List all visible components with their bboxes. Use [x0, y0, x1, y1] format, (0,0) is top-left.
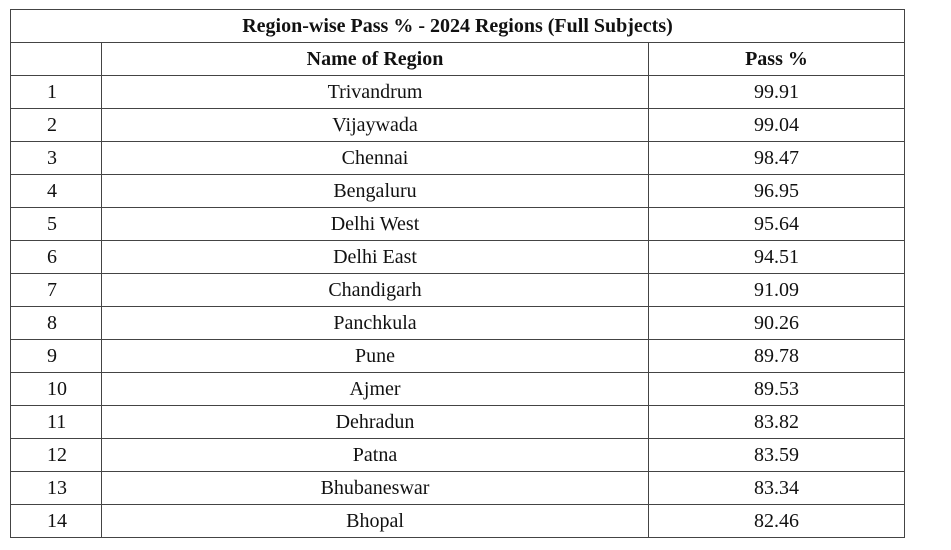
pass-cell: 83.34: [648, 471, 905, 505]
header-cell: [10, 42, 102, 76]
pass-cell: 83.82: [648, 405, 905, 439]
region-cell: Pune: [101, 339, 649, 373]
table-row: 10 Ajmer 89.53: [10, 372, 905, 406]
region-cell: Dehradun: [101, 405, 649, 439]
region-cell: Patna: [101, 438, 649, 472]
table-title: Region-wise Pass % - 2024 Regions (Full …: [10, 9, 905, 43]
pass-cell: 95.64: [648, 207, 905, 241]
table-row: 2 Vijaywada 99.04: [10, 108, 905, 142]
rank-cell: 10: [10, 372, 102, 406]
header-cell: Pass %: [648, 42, 905, 76]
region-cell: Delhi East: [101, 240, 649, 274]
pass-cell: 82.46: [648, 504, 905, 538]
rank-cell: 14: [10, 504, 102, 538]
table-row: 12 Patna 83.59: [10, 438, 905, 472]
table-row: 1 Trivandrum 99.91: [10, 75, 905, 109]
header-cell: Name of Region: [101, 42, 649, 76]
rank-cell: 7: [10, 273, 102, 307]
pass-cell: 91.09: [648, 273, 905, 307]
table-row: 6 Delhi East 94.51: [10, 240, 905, 274]
region-cell: Chandigarh: [101, 273, 649, 307]
region-cell: Trivandrum: [101, 75, 649, 109]
table-row: 8 Panchkula 90.26: [10, 306, 905, 340]
region-cell: Delhi West: [101, 207, 649, 241]
pass-cell: 89.78: [648, 339, 905, 373]
pass-cell: 96.95: [648, 174, 905, 208]
table-row: 11 Dehradun 83.82: [10, 405, 905, 439]
rank-cell: 11: [10, 405, 102, 439]
region-cell: Panchkula: [101, 306, 649, 340]
rank-cell: 5: [10, 207, 102, 241]
table-row: 14 Bhopal 82.46: [10, 504, 905, 538]
region-cell: Bhopal: [101, 504, 649, 538]
table-row: 9 Pune 89.78: [10, 339, 905, 373]
rank-cell: 2: [10, 108, 102, 142]
region-cell: Ajmer: [101, 372, 649, 406]
region-cell: Bengaluru: [101, 174, 649, 208]
pass-cell: 99.04: [648, 108, 905, 142]
pass-cell: 94.51: [648, 240, 905, 274]
rank-cell: 12: [10, 438, 102, 472]
pass-table: Region-wise Pass % - 2024 Regions (Full …: [10, 9, 905, 538]
rank-cell: 9: [10, 339, 102, 373]
pass-cell: 90.26: [648, 306, 905, 340]
table-body: 1 Trivandrum 99.91 2 Vijaywada 99.04 3 Chennai 9…: [10, 75, 905, 538]
table-row: 13 Bhubaneswar 83.34: [10, 471, 905, 505]
rank-cell: 13: [10, 471, 102, 505]
rank-cell: 8: [10, 306, 102, 340]
table-row: 5 Delhi West 95.64: [10, 207, 905, 241]
rank-cell: 1: [10, 75, 102, 109]
region-cell: Chennai: [101, 141, 649, 175]
table-row: 3 Chennai 98.47: [10, 141, 905, 175]
region-cell: Vijaywada: [101, 108, 649, 142]
pass-cell: 99.91: [648, 75, 905, 109]
rank-cell: 4: [10, 174, 102, 208]
pass-cell: 83.59: [648, 438, 905, 472]
pass-cell: 98.47: [648, 141, 905, 175]
rank-cell: 3: [10, 141, 102, 175]
region-cell: Bhubaneswar: [101, 471, 649, 505]
table-row: 7 Chandigarh 91.09: [10, 273, 905, 307]
rank-cell: 6: [10, 240, 102, 274]
table-row: 4 Bengaluru 96.95: [10, 174, 905, 208]
pass-cell: 89.53: [648, 372, 905, 406]
